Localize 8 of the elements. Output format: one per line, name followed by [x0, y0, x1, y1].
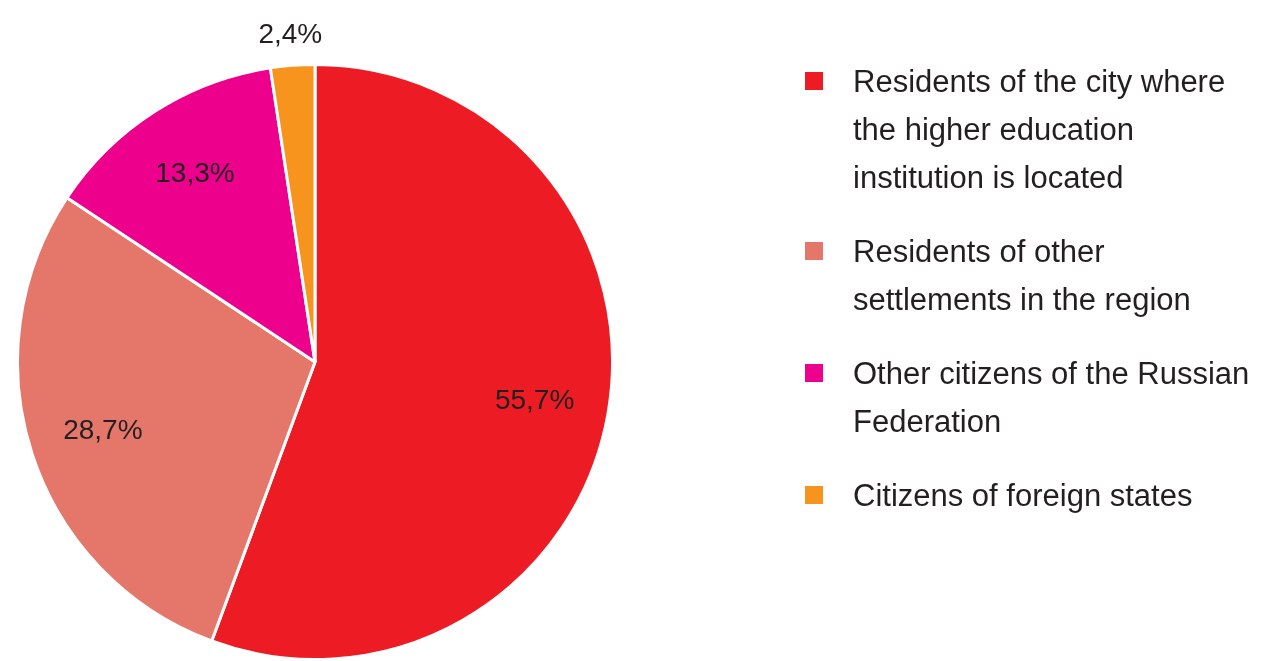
legend-label: Residents of other settlements in the region	[853, 233, 1192, 319]
data-label: 2,4%	[258, 18, 323, 50]
data-label: 13,3%	[155, 156, 235, 188]
legend-label: Residents of the city where the higher education institution is located	[853, 63, 1227, 197]
data-label: 28,7%	[63, 413, 143, 445]
legend-label: Other citizens of the Russian Federation	[853, 355, 1251, 441]
data-label: 55,7%	[494, 384, 575, 416]
legend-label: Citizens of foreign states	[853, 477, 1194, 515]
